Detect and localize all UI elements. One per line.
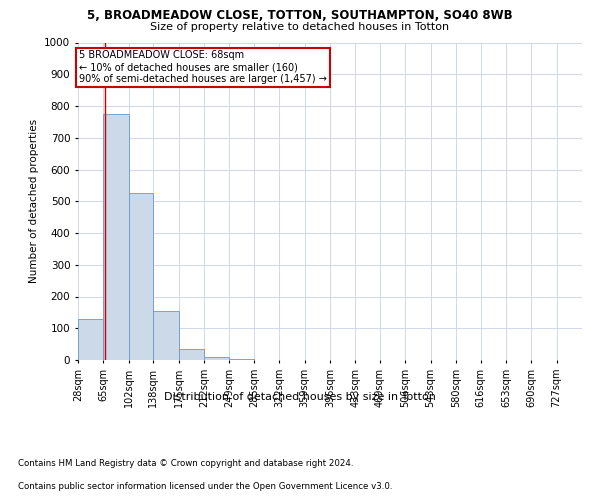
Bar	[103, 114, 128, 360]
Bar	[229, 359, 254, 360]
Bar	[204, 357, 229, 360]
Bar	[179, 349, 204, 360]
Text: 5 BROADMEADOW CLOSE: 68sqm
← 10% of detached houses are smaller (160)
90% of sem: 5 BROADMEADOW CLOSE: 68sqm ← 10% of deta…	[79, 50, 327, 84]
Text: Distribution of detached houses by size in Totton: Distribution of detached houses by size …	[164, 392, 436, 402]
Bar	[154, 311, 179, 360]
Bar	[128, 194, 154, 360]
Text: Contains HM Land Registry data © Crown copyright and database right 2024.: Contains HM Land Registry data © Crown c…	[18, 458, 353, 468]
Text: Size of property relative to detached houses in Totton: Size of property relative to detached ho…	[151, 22, 449, 32]
Bar	[78, 318, 103, 360]
Text: 5, BROADMEADOW CLOSE, TOTTON, SOUTHAMPTON, SO40 8WB: 5, BROADMEADOW CLOSE, TOTTON, SOUTHAMPTO…	[87, 9, 513, 22]
Y-axis label: Number of detached properties: Number of detached properties	[29, 119, 38, 284]
Text: Contains public sector information licensed under the Open Government Licence v3: Contains public sector information licen…	[18, 482, 392, 491]
